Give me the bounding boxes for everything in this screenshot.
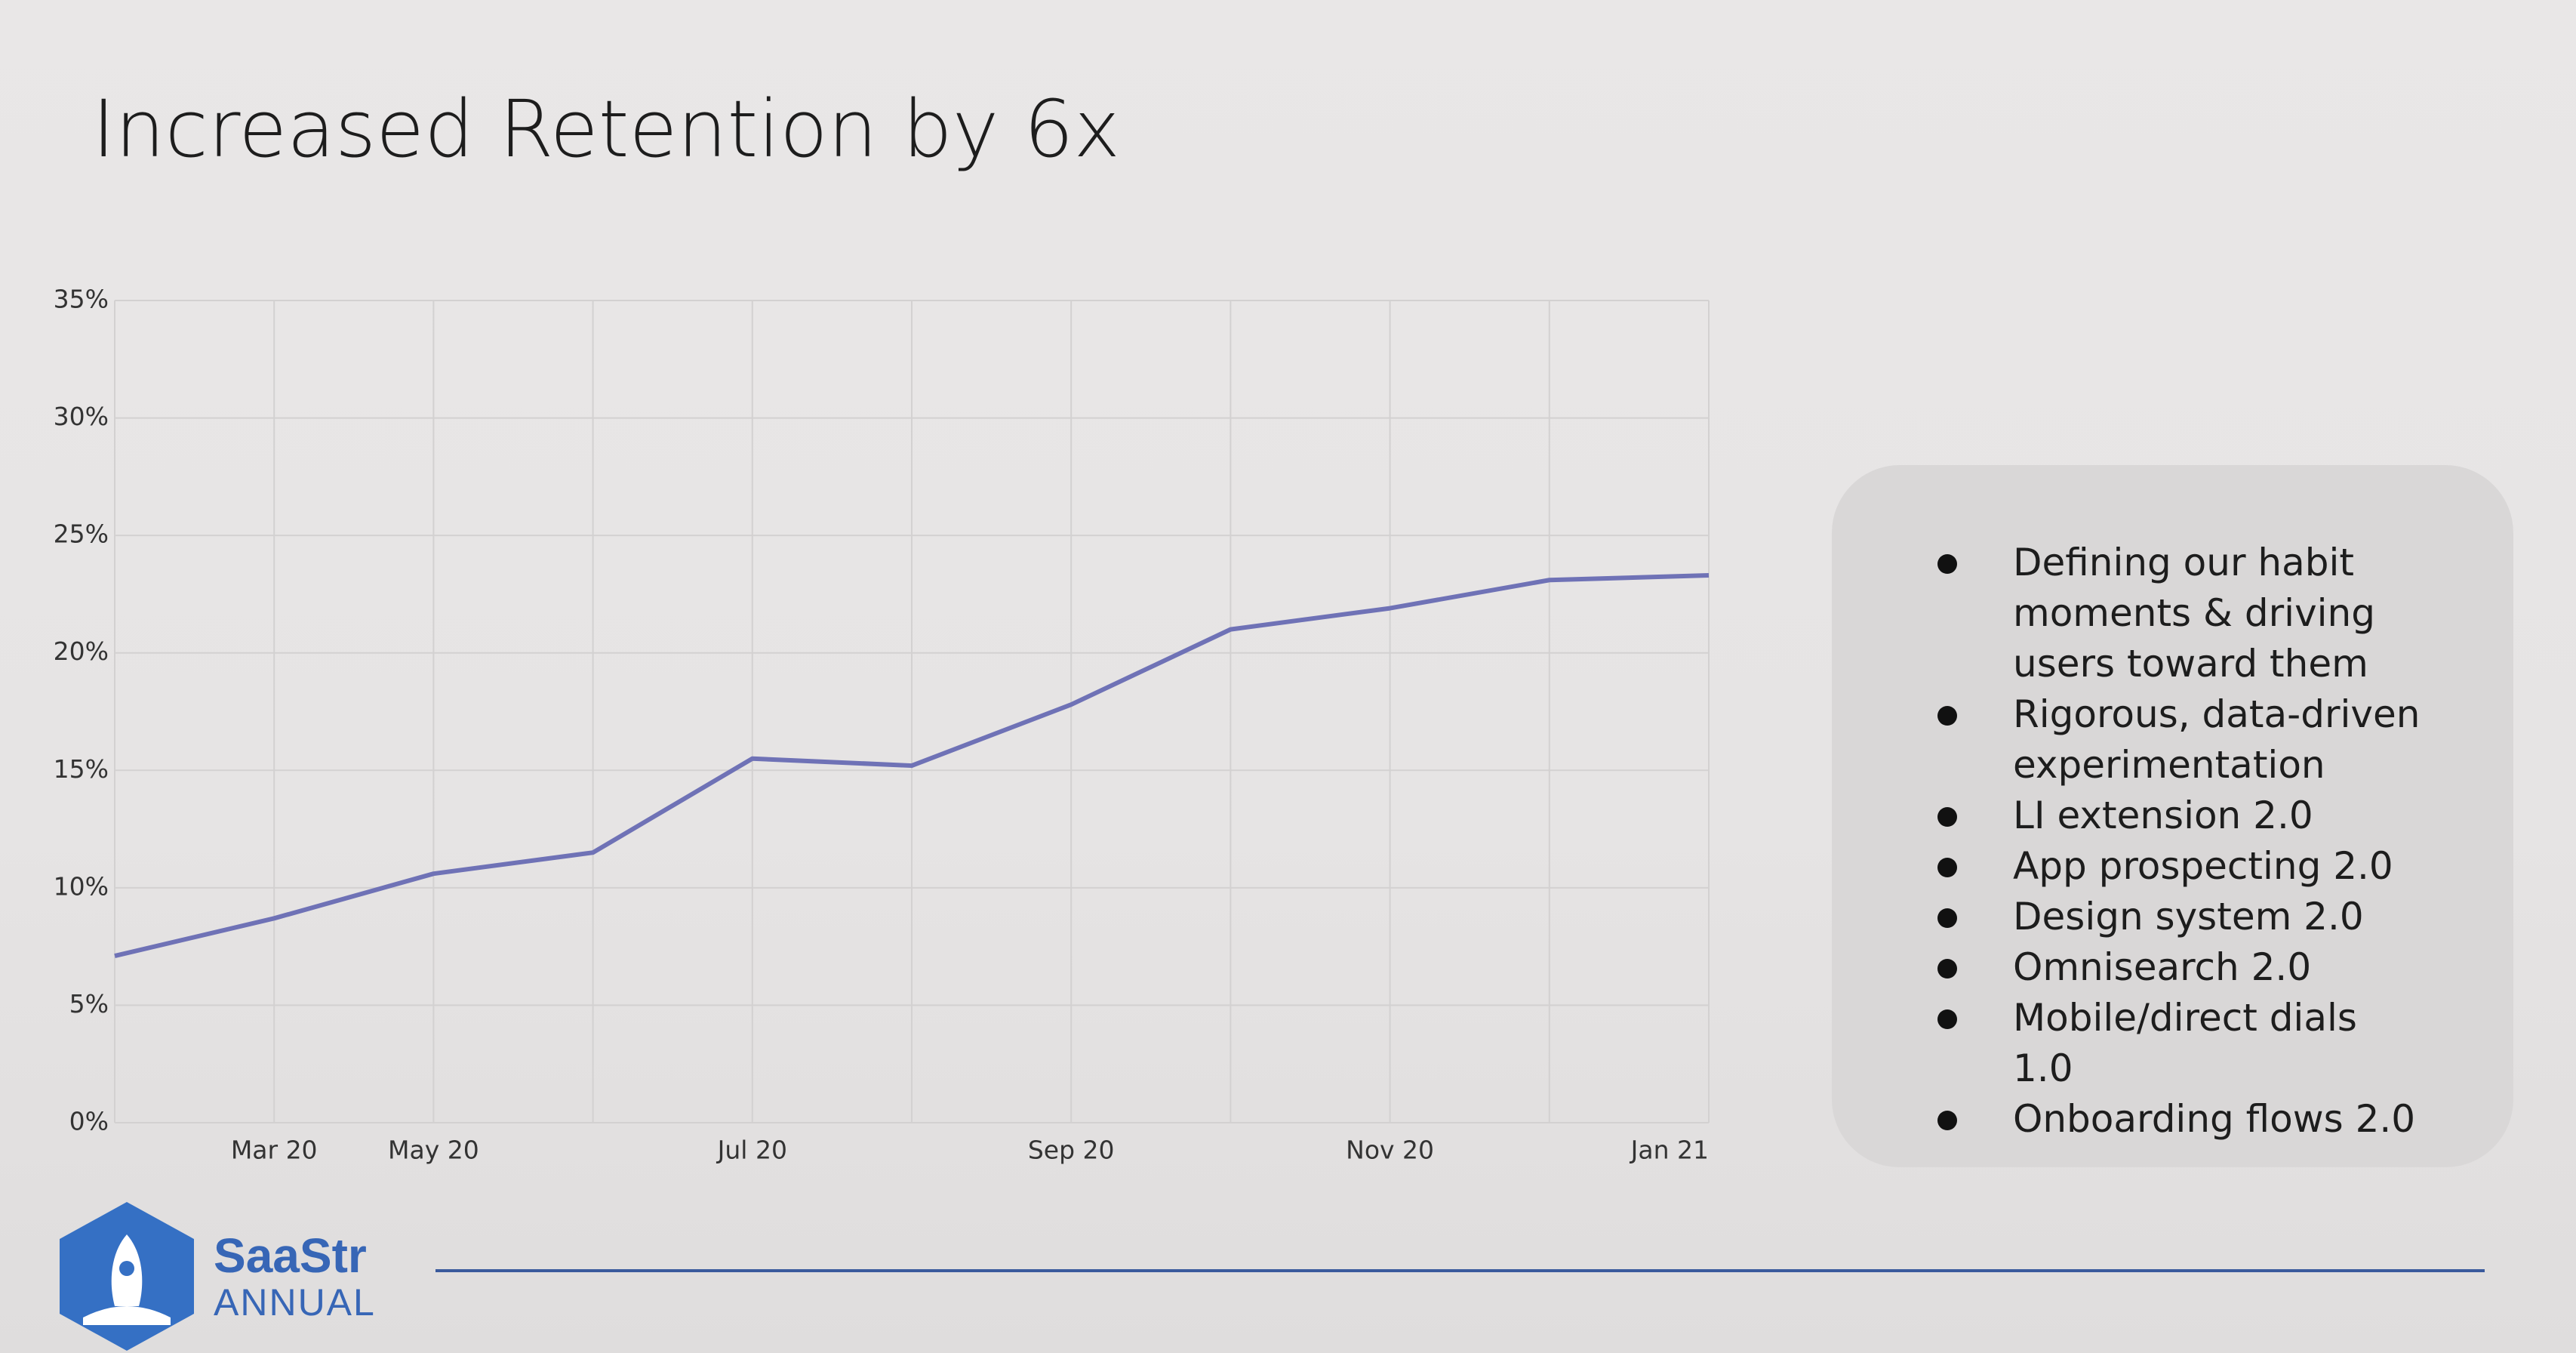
y-tick-label: 10% [54, 871, 109, 901]
bullet-item: Defining our habit moments & driving use… [1937, 538, 2421, 689]
y-tick-label: 25% [54, 519, 109, 549]
y-tick-label: 20% [54, 636, 109, 666]
x-tick-label: Mar 20 [231, 1136, 318, 1165]
y-tick-label: 0% [69, 1107, 109, 1136]
x-tick-label: May 20 [388, 1136, 479, 1165]
bullet-list: Defining our habit moments & driving use… [1937, 538, 2421, 1145]
logo-name: SaaStr [214, 1228, 367, 1283]
data-line [114, 573, 1710, 959]
y-tick-label: 30% [54, 402, 109, 431]
y-tick-label: 35% [54, 285, 109, 314]
x-tick-label: Jul 20 [716, 1136, 787, 1165]
x-tick-label: Sep 20 [1028, 1136, 1115, 1165]
y-tick-label: 5% [69, 989, 109, 1019]
bullet-item: Onboarding flows 2.0 [1937, 1094, 2421, 1145]
x-tick-label: Jan 21 [1630, 1136, 1709, 1165]
x-tick-label: Nov 20 [1346, 1136, 1434, 1165]
logo-subtitle: ANNUAL [214, 1281, 376, 1324]
y-tick-label: 15% [54, 754, 109, 784]
slide-title: Increased Retention by 6x [92, 83, 1121, 175]
bullet-item: App prospecting 2.0 [1937, 841, 2421, 892]
bullet-item: Design system 2.0 [1937, 892, 2421, 942]
bullet-item: Rigorous, data-driven experimentation [1937, 689, 2421, 791]
bullet-panel: Defining our habit moments & driving use… [1832, 465, 2513, 1167]
logo-icon [60, 1202, 194, 1351]
bullet-item: Mobile/direct dials 1.0 [1937, 993, 2421, 1094]
bullet-item: Omnisearch 2.0 [1937, 942, 2421, 993]
bullet-item: LI extension 2.0 [1937, 791, 2421, 841]
